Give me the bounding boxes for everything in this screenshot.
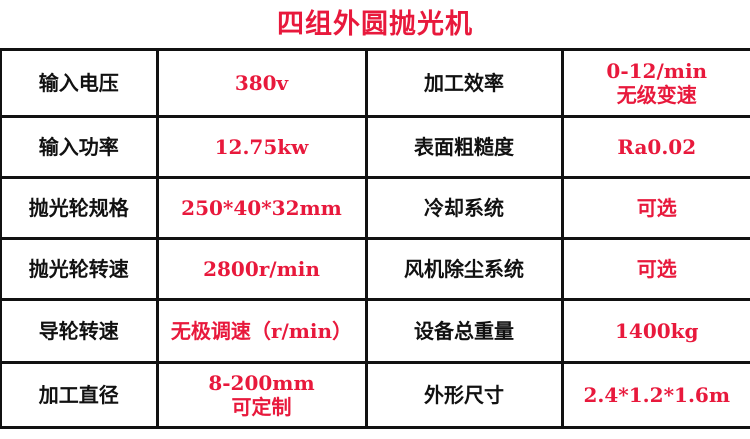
spec-value: 8-200mm 可定制 <box>155 361 368 429</box>
spec-label: 外形尺寸 <box>364 361 564 429</box>
table-row: 输入电压 380v 加工效率 0-12/min 无级变速 <box>0 48 750 118</box>
value-line: 2800r/min <box>203 257 320 281</box>
spec-label: 风机除尘系统 <box>364 237 564 301</box>
spec-label: 冷却系统 <box>364 176 564 240</box>
spec-label: 导轮转速 <box>0 298 159 364</box>
spec-value: 250*40*32mm <box>155 176 368 240</box>
value-line: 无级变速 <box>616 83 697 107</box>
value-line: 可定制 <box>231 395 292 419</box>
value-line: 可选 <box>636 196 677 220</box>
page-title: 四组外圆抛光机 <box>277 9 473 40</box>
spec-value: Ra0.02 <box>560 115 750 179</box>
spec-label: 设备总重量 <box>364 298 564 364</box>
spec-value: 380v <box>155 48 368 118</box>
value-line: 可选 <box>636 257 677 281</box>
table-row: 加工直径 8-200mm 可定制 外形尺寸 2.4*1.2*1.6m <box>0 361 750 429</box>
spec-label: 加工直径 <box>0 361 159 429</box>
spec-value: 1400kg <box>560 298 750 364</box>
spec-label: 输入电压 <box>0 48 159 118</box>
value-line: 1400kg <box>614 319 699 343</box>
spec-label: 抛光轮规格 <box>0 176 159 240</box>
spec-value: 可选 <box>560 176 750 240</box>
table-row: 输入功率 12.75kw 表面粗糙度 Ra0.02 <box>0 115 750 179</box>
spec-value: 2.4*1.2*1.6m <box>560 361 750 429</box>
value-line: 8-200mm <box>208 371 315 395</box>
spec-label: 加工效率 <box>364 48 564 118</box>
value-line: 250*40*32mm <box>181 196 342 220</box>
spec-label: 输入功率 <box>0 115 159 179</box>
value-line: 380v <box>234 71 289 95</box>
value-line: 0-12/min <box>606 59 708 83</box>
spec-value: 无极调速（r/min） <box>155 298 368 364</box>
value-line: Ra0.02 <box>617 135 697 159</box>
spec-value: 可选 <box>560 237 750 301</box>
spec-value: 0-12/min 无级变速 <box>560 48 750 118</box>
value-line: 12.75kw <box>214 135 309 159</box>
value-line: 无极调速（r/min） <box>170 319 353 343</box>
table-row: 导轮转速 无极调速（r/min） 设备总重量 1400kg <box>0 298 750 364</box>
table-row: 抛光轮转速 2800r/min 风机除尘系统 可选 <box>0 237 750 301</box>
value-line: 2.4*1.2*1.6m <box>583 383 730 407</box>
table-row: 抛光轮规格 250*40*32mm 冷却系统 可选 <box>0 176 750 240</box>
spec-label: 抛光轮转速 <box>0 237 159 301</box>
spec-label: 表面粗糙度 <box>364 115 564 179</box>
spec-value: 2800r/min <box>155 237 368 301</box>
spec-table: 输入电压 380v 加工效率 0-12/min 无级变速 输入功率 12.75kw 表面粗糙度… <box>0 48 750 429</box>
spec-value: 12.75kw <box>155 115 368 179</box>
